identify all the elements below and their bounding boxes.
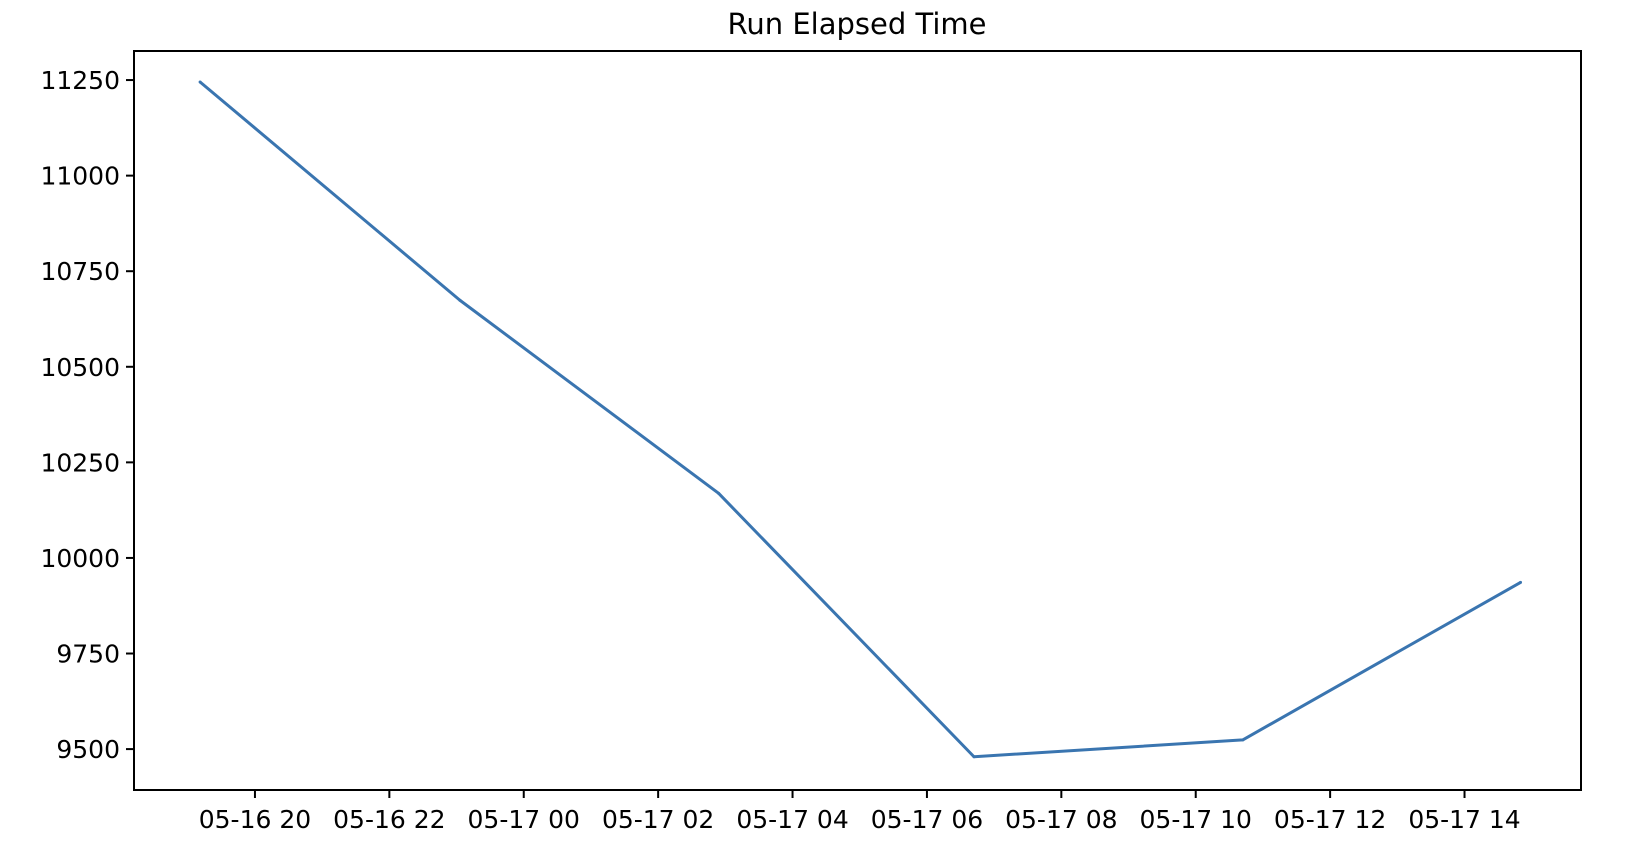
data-point — [717, 491, 721, 495]
y-tick-label: 10500 — [40, 353, 120, 382]
data-point — [972, 755, 976, 759]
x-tick-label: 05-17 12 — [1274, 805, 1386, 834]
x-tick-label: 05-17 10 — [1140, 805, 1252, 834]
data-point — [1519, 580, 1523, 584]
series-group — [198, 80, 1523, 759]
y-tick-label: 9500 — [56, 735, 120, 764]
x-tick-label: 05-17 06 — [871, 805, 983, 834]
y-tick-label: 10750 — [40, 257, 120, 286]
series-line — [199, 80, 1522, 759]
x-tick-label: 05-17 02 — [602, 805, 714, 834]
x-tick-label: 05-17 04 — [736, 805, 848, 834]
x-axis: 05-16 20 05-16 22 05-17 00 05-17 02 05-17 04… — [199, 790, 1521, 834]
y-tick-label: 11250 — [40, 66, 120, 95]
data-point — [1241, 738, 1245, 742]
plot-frame — [133, 50, 1582, 791]
chart-title: Run Elapsed Time — [728, 7, 987, 41]
data-point — [198, 80, 202, 84]
data-point — [458, 298, 462, 302]
y-tick-label: 11000 — [40, 162, 120, 191]
y-tick-label: 10000 — [40, 544, 120, 573]
x-tick-label: 05-17 00 — [468, 805, 580, 834]
y-axis: 9500 9750 10000 10250 10500 10750 11000 11250 — [40, 66, 134, 764]
y-tick-label: 10250 — [40, 448, 120, 477]
y-tick-label: 9750 — [56, 640, 120, 669]
x-tick-label: 05-16 22 — [333, 805, 445, 834]
x-tick-label: 05-17 14 — [1408, 805, 1520, 834]
x-tick-label: 05-16 20 — [199, 805, 311, 834]
x-tick-label: 05-17 08 — [1005, 805, 1117, 834]
